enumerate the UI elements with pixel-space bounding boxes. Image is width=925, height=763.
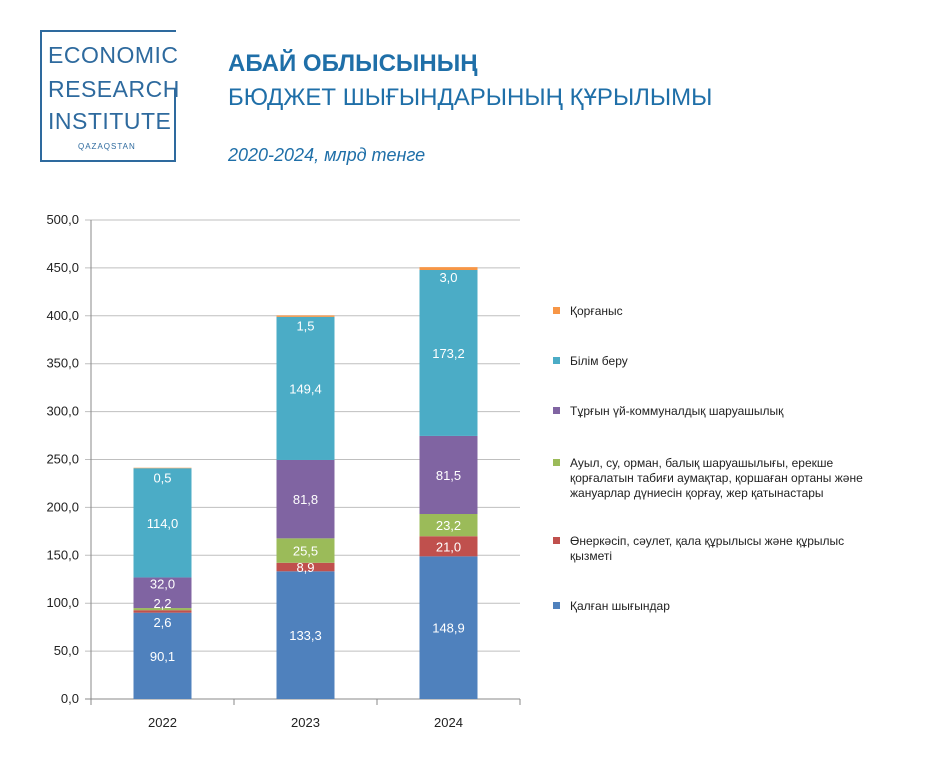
logo-line-2: RESEARCH xyxy=(48,76,180,102)
data-label: 2,2 xyxy=(153,596,171,611)
legend-label: Тұрғын үй-коммуналдық шаруашылық xyxy=(570,404,784,418)
data-label: 133,3 xyxy=(289,628,322,643)
bar-segment xyxy=(276,315,335,317)
y-tick-label: 350,0 xyxy=(46,356,79,371)
logo-frame xyxy=(40,30,176,162)
chart-title: АБАЙ ОБЛЫСЫНЫҢ xyxy=(228,50,478,77)
bar-segment xyxy=(419,514,478,537)
x-tick-label: 2022 xyxy=(148,715,177,730)
bar-segment xyxy=(419,267,478,271)
data-label: 149,4 xyxy=(289,381,322,396)
data-label: 148,9 xyxy=(432,621,465,636)
bar-segment xyxy=(419,270,478,436)
y-tick-label: 500,0 xyxy=(46,212,79,227)
bar-segment xyxy=(276,538,335,563)
logo-frame-bottom xyxy=(40,160,176,162)
bar-segment xyxy=(419,556,478,699)
legend-swatch xyxy=(553,459,560,466)
legend-swatch xyxy=(553,537,560,544)
legend-swatch xyxy=(553,602,560,609)
data-label: 23,2 xyxy=(436,518,461,533)
data-label: 21,0 xyxy=(436,539,461,554)
y-tick-label: 200,0 xyxy=(46,499,79,514)
y-tick-label: 450,0 xyxy=(46,260,79,275)
legend-swatch xyxy=(553,307,560,314)
legend-label: жануарлар дүниесін қорғау, жер қатынаста… xyxy=(570,486,824,500)
data-label: 173,2 xyxy=(432,346,465,361)
logo-line-1: ECONOMIC xyxy=(48,42,179,68)
bar-segment xyxy=(419,536,478,557)
legend-swatch xyxy=(553,357,560,364)
bar-segment xyxy=(133,608,192,611)
data-label: 81,5 xyxy=(436,468,461,483)
legend-label: қызметі xyxy=(570,549,612,563)
legend-swatch xyxy=(553,407,560,414)
y-tick-label: 100,0 xyxy=(46,595,79,610)
data-label: 114,0 xyxy=(147,516,179,531)
bar-segment xyxy=(133,577,192,609)
data-label: 2,6 xyxy=(153,615,171,630)
logo-frame-right xyxy=(174,88,176,162)
y-tick-label: 400,0 xyxy=(46,308,79,323)
bar-segment xyxy=(133,467,192,469)
legend-label: Білім беру xyxy=(570,354,628,368)
y-tick-label: 150,0 xyxy=(46,547,79,562)
bar-segment xyxy=(133,468,192,578)
data-label: 8,9 xyxy=(296,560,314,575)
y-tick-label: 300,0 xyxy=(46,404,79,419)
bar-segment xyxy=(276,459,335,539)
bar-segment xyxy=(133,610,192,613)
bar-segment xyxy=(276,562,335,572)
chart-subtitle: 2020-2024, млрд тенге xyxy=(228,145,426,165)
data-label: 32,0 xyxy=(150,576,175,591)
bar-segment xyxy=(419,435,478,515)
data-label: 3,0 xyxy=(439,270,457,285)
data-label: 25,5 xyxy=(293,544,318,559)
data-label: 81,8 xyxy=(293,492,318,507)
x-tick-label: 2024 xyxy=(434,715,463,730)
legend-label: Қорғаныс xyxy=(570,304,623,318)
logo-line-3: INSTITUTE xyxy=(48,108,172,134)
y-tick-label: 0,0 xyxy=(61,691,79,706)
bar-segment xyxy=(276,316,335,460)
data-label: 0,5 xyxy=(153,471,171,486)
legend-label: Қалған шығындар xyxy=(570,599,670,613)
bar-segment xyxy=(133,612,192,699)
y-tick-label: 250,0 xyxy=(46,452,79,467)
legend-label: Ауыл, су, орман, балық шаруашылығы, ерек… xyxy=(570,456,834,470)
data-label: 1,5 xyxy=(296,318,314,333)
chart-title-line2: БЮДЖЕТ ШЫҒЫНДАРЫНЫҢ ҚҰРЫЛЫМЫ xyxy=(228,84,713,111)
legend-label: Өнеркәсіп, сәулет, қала құрылысы және құ… xyxy=(570,534,844,548)
y-tick-label: 50,0 xyxy=(54,643,79,658)
bar-segment xyxy=(276,571,335,699)
x-tick-label: 2023 xyxy=(291,715,320,730)
legend-label: қорғалатын табиғи аумақтар, қоршаған орт… xyxy=(570,471,863,485)
data-label: 90,1 xyxy=(150,649,175,664)
logo-subtitle: QAZAQSTAN xyxy=(78,142,136,151)
